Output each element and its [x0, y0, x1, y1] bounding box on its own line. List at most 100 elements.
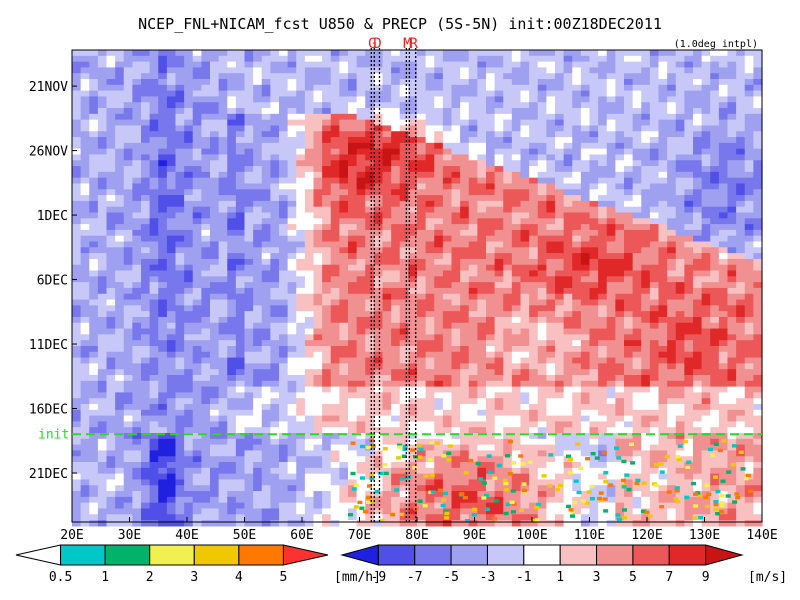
- u850-cell: [141, 90, 151, 98]
- u850-cell: [279, 305, 289, 312]
- u850-cell: [373, 496, 384, 504]
- u850-cell: [296, 287, 306, 295]
- u850-cell: [304, 131, 315, 138]
- u850-cell: [304, 235, 315, 243]
- u850-cell: [511, 462, 522, 469]
- u850-cell: [313, 421, 323, 428]
- u850-cell: [235, 473, 246, 481]
- u850-cell: [296, 200, 306, 208]
- u850-cell: [158, 229, 168, 237]
- u850-cell: [348, 258, 358, 266]
- u850-cell: [296, 183, 306, 190]
- u850-cell: [356, 311, 366, 318]
- u850-cell: [184, 142, 194, 150]
- u850-cell: [72, 258, 82, 266]
- u850-cell: [132, 177, 142, 185]
- u850-cell: [322, 299, 332, 306]
- u850-cell: [494, 496, 504, 504]
- u850-cell: [589, 369, 599, 376]
- u850-cell: [503, 473, 513, 481]
- u850-cell: [348, 96, 358, 103]
- u850-cell: [339, 305, 349, 312]
- u850-cell: [425, 305, 435, 312]
- u850-cell: [563, 433, 573, 440]
- u850-cell: [330, 108, 340, 115]
- u850-cell: [520, 206, 530, 214]
- u850-cell: [589, 305, 599, 312]
- u850-cell: [460, 235, 470, 243]
- u850-cell: [486, 462, 496, 469]
- u850-cell: [520, 61, 530, 69]
- u850-cell: [589, 467, 599, 475]
- u850-cell: [97, 253, 108, 260]
- u850-cell: [589, 137, 599, 144]
- u850-cell: [373, 247, 384, 254]
- u850-cell: [322, 386, 332, 393]
- u850-cell: [563, 508, 573, 515]
- u850-cell: [192, 177, 202, 185]
- u850-cell: [529, 218, 539, 225]
- u850-cell: [235, 102, 246, 109]
- u850-cell: [460, 293, 470, 301]
- u850-cell: [244, 305, 254, 312]
- u850-cell: [184, 479, 194, 486]
- u850-cell: [494, 241, 504, 248]
- u850-cell: [322, 473, 332, 481]
- u850-cell: [175, 491, 185, 498]
- u850-cell: [417, 148, 427, 156]
- u850-cell: [451, 415, 461, 423]
- u850-cell: [261, 456, 271, 463]
- u850-cell: [313, 404, 323, 411]
- u850-cell: [227, 137, 237, 144]
- u850-cell: [434, 229, 444, 237]
- u850-cell: [503, 305, 513, 312]
- u850-cell: [434, 241, 444, 248]
- u850-cell: [520, 421, 530, 428]
- u850-cell: [227, 50, 237, 57]
- u850-cell: [279, 456, 289, 463]
- u850-cell: [555, 79, 565, 86]
- u850-cell: [192, 131, 202, 138]
- u850-cell: [408, 253, 418, 260]
- u850-cell: [296, 467, 306, 475]
- u850-cell: [304, 491, 315, 498]
- u850-cell: [408, 258, 418, 266]
- u850-cell: [261, 392, 271, 399]
- u850-cell: [115, 386, 125, 393]
- u850-cell: [287, 137, 297, 144]
- u850-cell: [348, 380, 358, 388]
- u850-cell: [399, 253, 409, 260]
- u850-cell: [460, 438, 470, 446]
- u850-cell: [391, 67, 401, 74]
- u850-cell: [511, 438, 522, 446]
- u850-cell: [184, 131, 194, 138]
- u850-cell: [451, 183, 461, 190]
- u850-cell: [477, 357, 487, 364]
- u850-cell: [89, 171, 99, 179]
- u850-cell: [253, 514, 263, 521]
- u850-cell: [563, 334, 573, 341]
- u850-cell: [425, 160, 435, 167]
- u850-cell: [149, 496, 159, 504]
- u850-cell: [589, 380, 599, 388]
- u850-cell: [451, 247, 461, 254]
- u850-cell: [184, 177, 194, 185]
- u850-cell: [123, 357, 133, 364]
- u850-cell: [425, 84, 435, 92]
- u850-cell: [460, 206, 470, 214]
- u850-cell: [391, 125, 401, 132]
- u850-cell: [192, 334, 202, 341]
- u850-cell: [123, 305, 133, 312]
- u850-cell: [304, 316, 315, 324]
- u850-cell: [244, 427, 254, 434]
- u850-cell: [244, 166, 254, 173]
- u850-cell: [494, 84, 504, 92]
- u850-cell: [382, 398, 392, 405]
- u850-cell: [408, 73, 418, 80]
- u850-cell: [555, 229, 565, 237]
- u850-cell: [184, 467, 194, 475]
- u850-cell: [460, 340, 470, 347]
- u850-cell: [417, 73, 427, 80]
- u850-cell: [287, 177, 297, 185]
- u850-cell: [296, 404, 306, 411]
